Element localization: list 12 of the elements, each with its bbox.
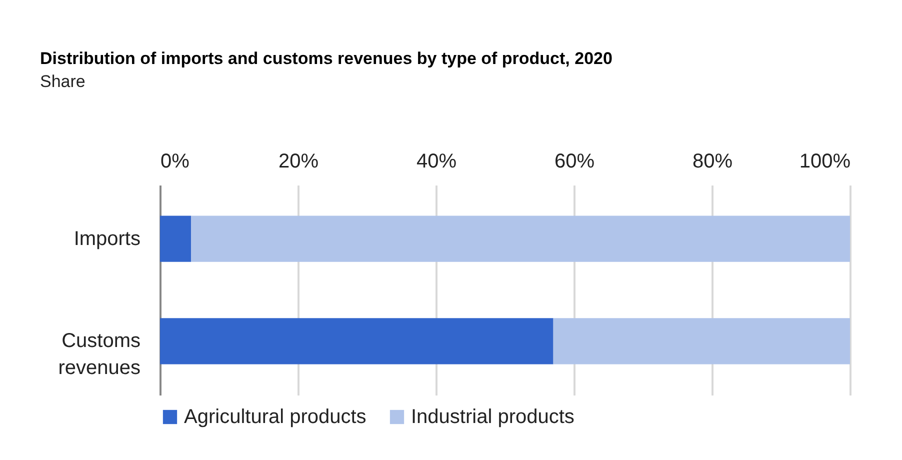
x-tick-label: 20% (278, 150, 319, 172)
chart-subtitle: Share (40, 72, 86, 91)
x-tick-label: 40% (416, 150, 457, 172)
x-tick-label: 80% (692, 150, 733, 172)
x-tick-label: 0% (160, 150, 190, 172)
y-tick-label: Imports (74, 228, 140, 250)
chart-title: Distribution of imports and customs revenues by type of product, 2020 (40, 49, 612, 68)
legend-label: Industrial products (411, 406, 574, 428)
x-tick-label: 60% (554, 150, 595, 172)
y-tick-label: Customs revenues (58, 330, 140, 380)
legend-label: Agricultural products (184, 406, 366, 428)
x-tick-label: 100% (799, 150, 851, 172)
